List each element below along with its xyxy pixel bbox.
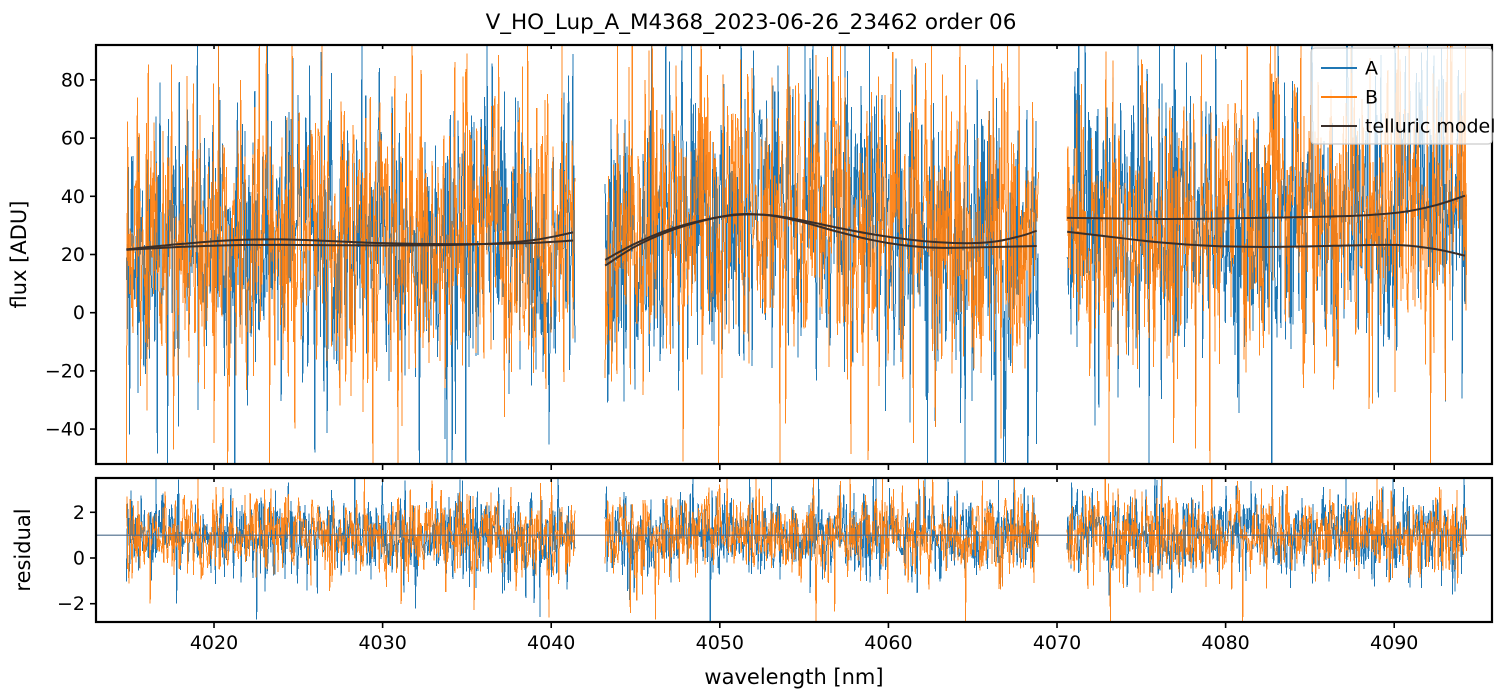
x-axis-label: wavelength [nm] xyxy=(704,665,883,689)
residual-panel-ytick-label: 2 xyxy=(73,502,85,524)
flux-panel-ytick-label: 0 xyxy=(73,302,85,324)
legend-box xyxy=(1310,47,1493,145)
x-tick-label: 4070 xyxy=(1033,632,1081,654)
telluric-model-upper-segment-1 xyxy=(126,238,574,251)
x-tick-label: 4030 xyxy=(358,632,406,654)
telluric-model-lower-segment-3 xyxy=(1067,230,1466,257)
flux-panel-ytick-label: 80 xyxy=(61,69,85,91)
residual-panel-frame xyxy=(94,476,1494,624)
spectrum-B-segment-3 xyxy=(1066,478,1468,622)
x-tick-label: 4040 xyxy=(527,632,575,654)
residual-panel: −2 0 2 4020 4030 4040 4050 4060 4070 4080 4090 resi… xyxy=(11,476,1494,654)
flux-panel-plot-area xyxy=(125,45,1468,464)
flux-panel-ytick-label: −40 xyxy=(45,419,85,441)
flux-panel: −40 −20 0 20 40 60 80 flux [ADU] xyxy=(7,43,1494,470)
residual-panel-ytick-label: −2 xyxy=(57,593,85,615)
x-tick-label: 4080 xyxy=(1201,632,1249,654)
flux-panel-ytick-label: −20 xyxy=(45,360,85,382)
page-title: V_HO_Lup_A_M4368_2023-06-26_23462 order … xyxy=(486,10,1017,35)
flux-panel-ytick-label: 20 xyxy=(61,244,85,266)
legend-label-telluric-model[interactable]: telluric model xyxy=(1365,116,1495,138)
telluric-model-upper-segment-2 xyxy=(604,213,1038,261)
spectrum-B-segment-1 xyxy=(125,45,576,464)
legend-label-B[interactable]: B xyxy=(1365,87,1378,109)
flux-panel-ytick-label: 60 xyxy=(61,128,85,150)
telluric-model-lower-segment-2 xyxy=(604,212,1037,267)
spectrum-B-segment-2 xyxy=(604,45,1039,464)
telluric-model-upper-segment-3 xyxy=(1067,194,1466,221)
spectrum-B-segment-2 xyxy=(604,478,1039,622)
x-tick-label: 4020 xyxy=(190,632,238,654)
telluric-model-lower-segment-1 xyxy=(126,231,574,251)
residual-panel-plot-area xyxy=(125,478,1468,622)
residual-panel-y-axis-label: residual xyxy=(11,508,35,591)
x-tick-label: 4050 xyxy=(696,632,744,654)
x-tick-label: 4090 xyxy=(1370,632,1418,654)
legend-label-A[interactable]: A xyxy=(1365,58,1378,80)
flux-panel-ytick-label: 40 xyxy=(61,186,85,208)
residual-panel-ytick-label: 0 xyxy=(73,548,85,570)
x-tick-label: 4060 xyxy=(864,632,912,654)
flux-panel-y-axis-label: flux [ADU] xyxy=(7,201,31,309)
